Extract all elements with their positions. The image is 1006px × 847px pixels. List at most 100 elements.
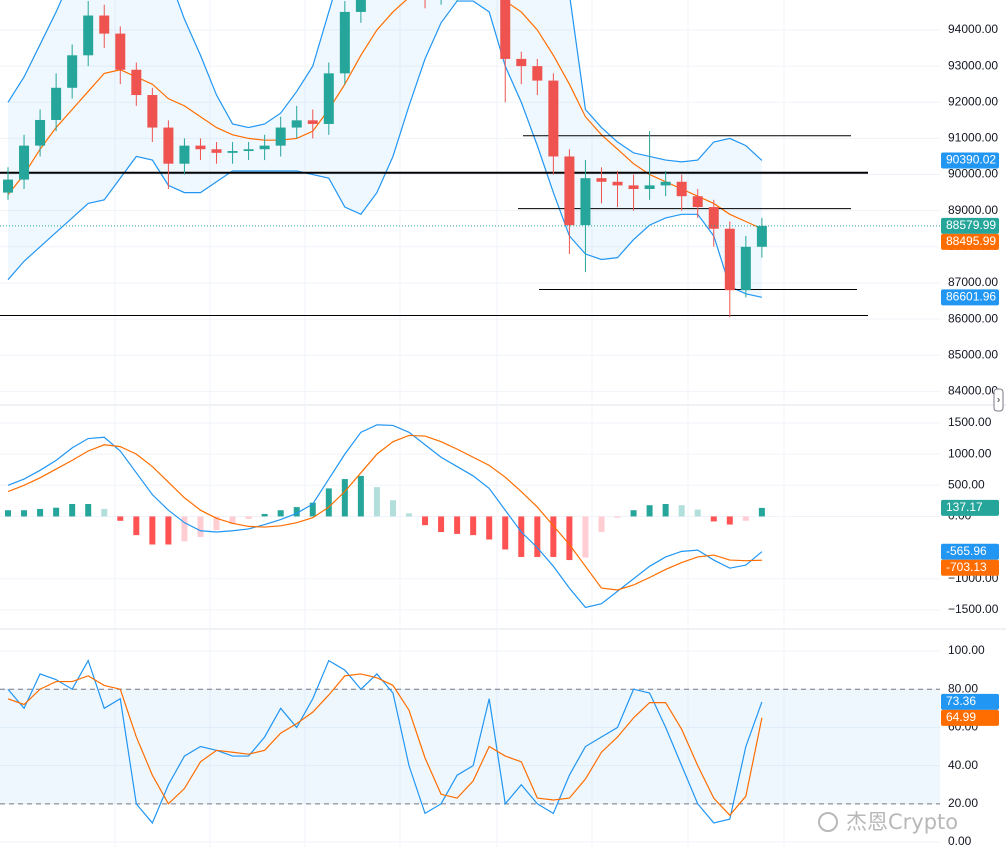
histogram-bar bbox=[373, 487, 380, 517]
y-tick-label: 94000.00 bbox=[948, 22, 998, 36]
y-tick-label: 87000.00 bbox=[948, 275, 998, 289]
y-tick-label: 90000.00 bbox=[948, 167, 998, 181]
histogram-bar bbox=[646, 505, 653, 517]
histogram-bar bbox=[117, 516, 124, 521]
candle-body bbox=[51, 87, 62, 120]
y-tick-label: 80.00 bbox=[948, 681, 978, 695]
price-badge bbox=[941, 289, 999, 306]
candle-body bbox=[355, 0, 366, 12]
y-tick-label: 85000.00 bbox=[948, 347, 998, 361]
histogram-bar bbox=[341, 479, 348, 517]
histogram-bar bbox=[726, 516, 733, 525]
price-badge-label: 86601.96 bbox=[946, 289, 996, 303]
band-fill bbox=[0, 689, 940, 804]
y-tick-label: 0.00 bbox=[948, 834, 972, 847]
histogram-bar bbox=[694, 509, 701, 517]
histogram-bar bbox=[742, 516, 749, 521]
histogram-bar bbox=[518, 516, 525, 557]
candle-body bbox=[628, 185, 639, 189]
candle-body bbox=[692, 196, 703, 208]
candle-body bbox=[275, 127, 286, 146]
histogram-bar bbox=[582, 516, 589, 558]
price-badge bbox=[941, 499, 999, 516]
y-tick-label: 100.00 bbox=[948, 643, 985, 657]
price-badge bbox=[941, 233, 999, 250]
pane-resize-handle[interactable] bbox=[993, 388, 1004, 412]
candle-body bbox=[67, 55, 78, 88]
candle-body bbox=[35, 119, 46, 146]
candle-body bbox=[708, 207, 719, 229]
histogram-bar bbox=[678, 505, 685, 517]
candle-body bbox=[500, 0, 511, 59]
candle-body bbox=[3, 179, 13, 193]
candle-body bbox=[612, 181, 623, 186]
candle-body bbox=[596, 178, 607, 182]
candle-body bbox=[580, 178, 591, 226]
histogram-bar bbox=[325, 488, 332, 517]
histogram-bar bbox=[101, 508, 108, 517]
histogram-bar bbox=[614, 516, 621, 518]
candle-body bbox=[163, 127, 174, 164]
candle-body bbox=[564, 156, 575, 226]
histogram-bar bbox=[213, 516, 220, 531]
price-badge bbox=[941, 152, 999, 169]
histogram-bar bbox=[37, 508, 44, 517]
histogram-bar bbox=[598, 516, 605, 533]
histogram-bar bbox=[293, 507, 300, 517]
candle-body bbox=[195, 145, 206, 150]
histogram-bar bbox=[245, 516, 252, 519]
signal-line bbox=[7, 434, 762, 591]
histogram-bar bbox=[710, 516, 717, 522]
price-badge-label: 90390.02 bbox=[946, 153, 996, 167]
histogram-bar bbox=[486, 516, 493, 540]
histogram-bar bbox=[309, 502, 316, 517]
histogram-bar bbox=[422, 516, 429, 526]
y-tick-label: 89000.00 bbox=[948, 203, 998, 217]
candle-body bbox=[115, 33, 126, 70]
candle-body bbox=[19, 145, 30, 180]
histogram-bar bbox=[261, 513, 268, 517]
histogram-bar bbox=[630, 510, 637, 517]
y-tick-label: −1500.00 bbox=[948, 602, 999, 616]
y-tick-label: 40.00 bbox=[948, 758, 978, 772]
histogram-bar bbox=[389, 500, 396, 517]
y-tick-label: 84000.00 bbox=[948, 384, 998, 398]
price-badge bbox=[941, 543, 999, 560]
candle-body bbox=[756, 225, 767, 247]
y-tick-label: 20.00 bbox=[948, 796, 978, 810]
price-badge bbox=[941, 693, 999, 710]
candle-body bbox=[676, 181, 687, 197]
watermark: 杰恩Crypto bbox=[818, 810, 958, 834]
histogram-bar bbox=[85, 503, 92, 517]
candle-body bbox=[660, 181, 671, 186]
candle-body bbox=[724, 228, 735, 291]
k-line bbox=[7, 659, 763, 825]
handle-icon[interactable]: › bbox=[997, 395, 1000, 406]
d-line bbox=[7, 673, 763, 817]
candle-body bbox=[644, 185, 655, 189]
histogram-bar bbox=[277, 510, 284, 517]
price-badge bbox=[941, 217, 999, 234]
candle-body bbox=[516, 58, 527, 67]
price-badge-label: -565.96 bbox=[946, 544, 987, 558]
histogram-bar bbox=[470, 516, 477, 536]
histogram-bar bbox=[21, 510, 28, 517]
candle-body bbox=[227, 151, 238, 153]
candle-body bbox=[532, 66, 543, 81]
histogram-bar bbox=[165, 516, 172, 545]
price-badge-label: 88579.99 bbox=[946, 218, 996, 232]
price-badge-label: 73.36 bbox=[946, 694, 976, 708]
y-tick-label: 92000.00 bbox=[948, 94, 998, 108]
candle-body bbox=[339, 11, 350, 74]
watermark-text: 杰恩Crypto bbox=[846, 810, 958, 834]
y-tick-label: 500.00 bbox=[948, 477, 985, 491]
histogram-bar bbox=[133, 516, 140, 536]
candle-body bbox=[211, 149, 222, 153]
histogram-bar bbox=[357, 475, 364, 517]
price-badge-label: 137.17 bbox=[946, 500, 983, 514]
histogram-bar bbox=[181, 516, 188, 542]
histogram-bar bbox=[197, 516, 204, 538]
histogram-bar bbox=[229, 516, 236, 524]
